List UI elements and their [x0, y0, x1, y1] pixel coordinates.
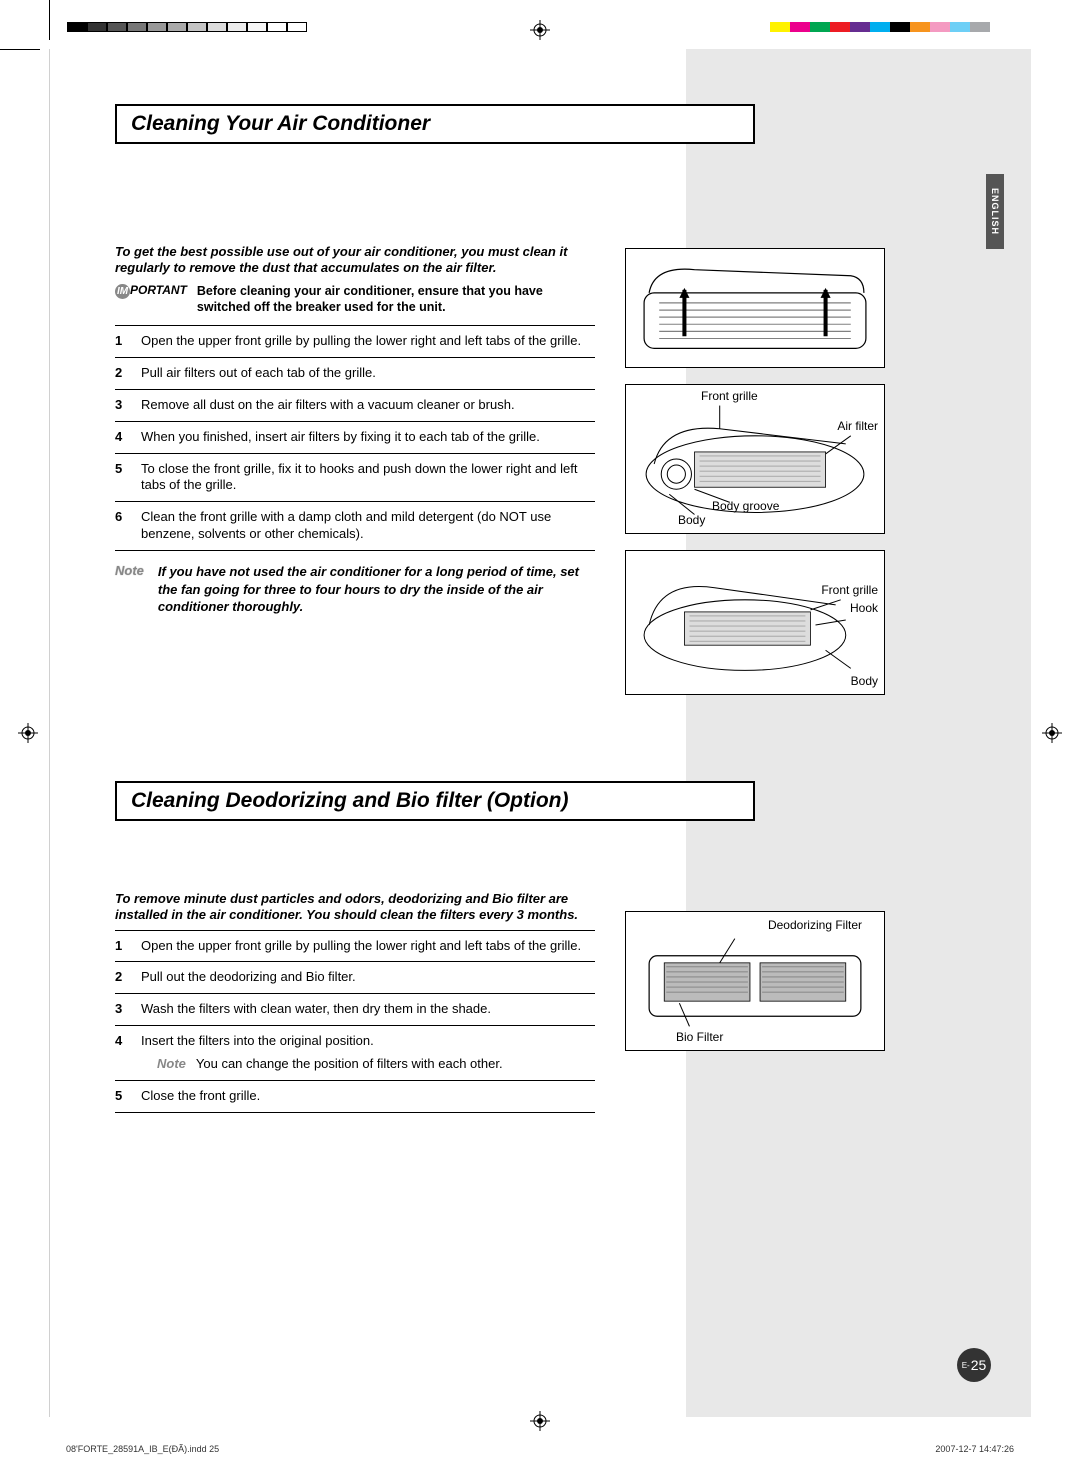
note-label: Note: [115, 563, 144, 616]
diagram-label: Body: [851, 674, 878, 688]
step-text: Pull air filters out of each tab of the …: [141, 365, 595, 382]
step-text: Close the front grille.: [141, 1088, 595, 1105]
diagram-label: Front grille: [701, 389, 758, 403]
print-colorbar-right: [750, 22, 990, 32]
step-row: 2 Pull out the deodorizing and Bio filter…: [115, 962, 595, 994]
important-label: IMPORTANT: [115, 283, 187, 316]
diagram-label: Bio Filter: [676, 1030, 723, 1044]
diagram-label: Front grille: [821, 583, 878, 597]
step-text: Clean the front grille with a damp cloth…: [141, 509, 595, 543]
crop-mark: [0, 49, 40, 50]
diagram-ac-hooks: Front grille Hook Body: [625, 550, 885, 695]
step-number: 4: [115, 429, 129, 446]
registration-mark-icon: [530, 20, 550, 40]
note-row: Note If you have not used the air condit…: [115, 563, 595, 616]
step-number: 2: [115, 969, 129, 986]
footer-timestamp: 2007-12-7 14:47:26: [935, 1444, 1014, 1454]
footer-filename: 08'FORTE_28591A_IB_E(ĐÃ).indd 25: [66, 1444, 219, 1454]
step-list: 1 Open the upper front grille by pulling …: [115, 930, 595, 1113]
section-heading: Cleaning Your Air Conditioner: [115, 104, 755, 144]
step-row: 6 Clean the front grille with a damp clot…: [115, 502, 595, 551]
sub-note: NoteYou can change the position of filte…: [157, 1056, 503, 1073]
step-text: Open the upper front grille by pulling t…: [141, 333, 595, 350]
step-number: 2: [115, 365, 129, 382]
step-row: 3 Wash the filters with clean water, then…: [115, 994, 595, 1026]
step-number: 1: [115, 938, 129, 955]
note-text: If you have not used the air conditioner…: [158, 563, 595, 616]
page-number: E-25: [957, 1348, 991, 1382]
step-row: 4 Insert the filters into the original po…: [115, 1026, 595, 1081]
step-row: 5 Close the front grille.: [115, 1081, 595, 1113]
step-text: When you finished, insert air filters by…: [141, 429, 595, 446]
diagram-filters: Deodorizing Filter Bio Filter: [625, 911, 885, 1051]
important-note: IMPORTANT Before cleaning your air condi…: [115, 283, 595, 316]
diagram-label: Air filter: [837, 419, 878, 433]
diagram-label: Body groove: [712, 499, 779, 513]
step-text: Open the upper front grille by pulling t…: [141, 938, 595, 955]
diagram-label: Hook: [850, 601, 878, 615]
step-text: Wash the filters with clean water, then …: [141, 1001, 595, 1018]
step-row: 1 Open the upper front grille by pulling …: [115, 326, 595, 358]
step-text: Insert the filters into the original pos…: [141, 1033, 595, 1073]
section-title: Cleaning Your Air Conditioner: [131, 112, 739, 136]
print-footer: 08'FORTE_28591A_IB_E(ĐÃ).indd 25 2007-12…: [66, 1444, 1014, 1454]
step-row: 3 Remove all dust on the air filters with…: [115, 390, 595, 422]
step-row: 5 To close the front grille, fix it to ho…: [115, 454, 595, 503]
diagram-label: Body: [678, 513, 705, 527]
step-number: 6: [115, 509, 129, 543]
section-heading: Cleaning Deodorizing and Bio filter (Opt…: [115, 781, 755, 821]
diagram-ac-open: [625, 248, 885, 368]
step-row: 2 Pull air filters out of each tab of the…: [115, 358, 595, 390]
note-label: Note: [157, 1056, 196, 1073]
step-number: 3: [115, 1001, 129, 1018]
section-title: Cleaning Deodorizing and Bio filter (Opt…: [131, 789, 739, 813]
diagram-ac-parts: Front grille Air filter Body groove Body: [625, 384, 885, 534]
step-number: 5: [115, 1088, 129, 1105]
important-text: Before cleaning your air conditioner, en…: [197, 283, 595, 316]
step-text: Pull out the deodorizing and Bio filter.: [141, 969, 595, 986]
step-row: 4 When you finished, insert air filters b…: [115, 422, 595, 454]
step-list: 1 Open the upper front grille by pulling …: [115, 325, 595, 551]
step-number: 3: [115, 397, 129, 414]
intro-text: To get the best possible use out of your…: [115, 244, 595, 277]
registration-mark-icon: [1042, 723, 1062, 743]
crop-mark: [49, 0, 50, 40]
note-text: You can change the position of filters w…: [196, 1056, 503, 1073]
registration-mark-icon: [18, 723, 38, 743]
step-number: 5: [115, 461, 129, 495]
page-content: ENGLISH Cleaning Your Air Conditioner To…: [49, 49, 1031, 1417]
step-text: Remove all dust on the air filters with …: [141, 397, 595, 414]
step-number: 4: [115, 1033, 129, 1073]
diagram-label: Deodorizing Filter: [768, 918, 862, 932]
step-text: To close the front grille, fix it to hoo…: [141, 461, 595, 495]
intro-text: To remove minute dust particles and odor…: [115, 891, 595, 924]
step-row: 1 Open the upper front grille by pulling …: [115, 931, 595, 963]
step-number: 1: [115, 333, 129, 350]
print-colorbar-left: [67, 22, 307, 32]
